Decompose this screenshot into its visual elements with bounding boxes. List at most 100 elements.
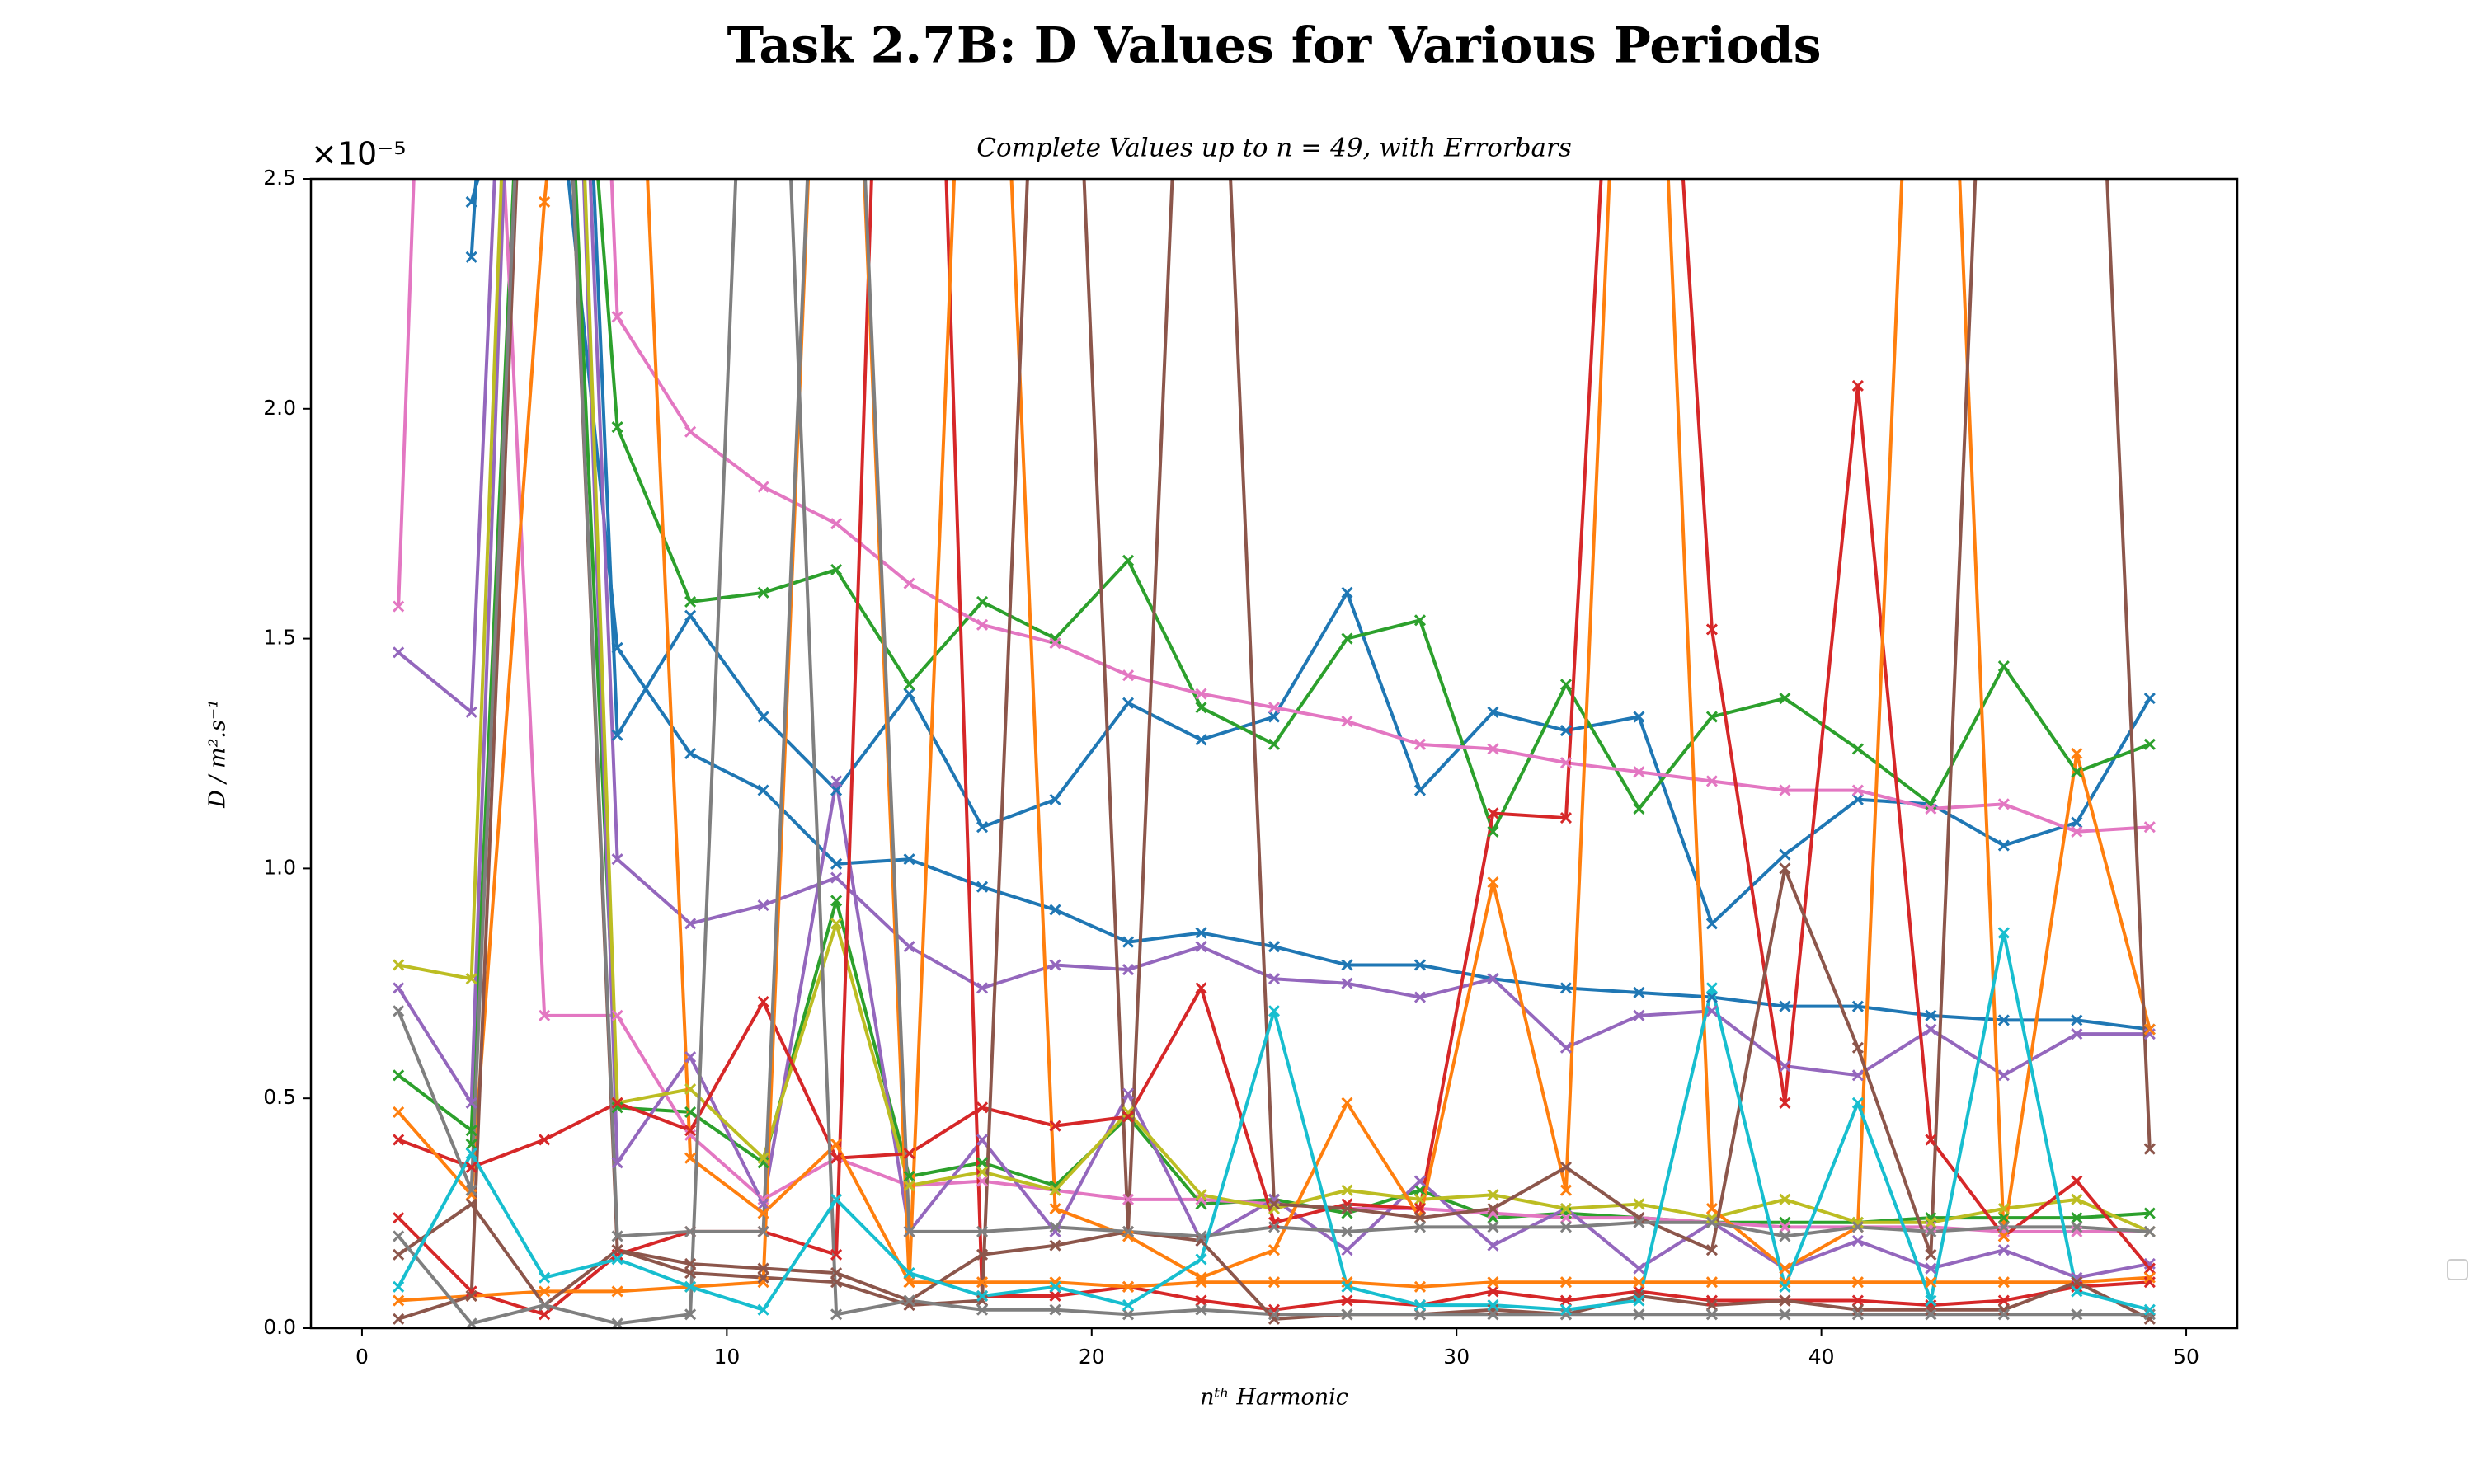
- data-point: [465, 1198, 477, 1210]
- chart-title: Task 2.7B: D Values for Various Periods: [727, 17, 1821, 75]
- data-point: [830, 1193, 843, 1205]
- series-line: [469, 179, 2151, 1031]
- data-point: [1413, 1299, 1427, 1312]
- data-point: [1925, 1299, 1937, 1312]
- data-point: [1049, 1303, 1061, 1316]
- data-point: [611, 853, 623, 866]
- data-point: [830, 918, 843, 930]
- data-point: [1487, 1308, 1499, 1321]
- x-tick-label: 50: [2173, 1345, 2199, 1369]
- data-point: [2143, 1313, 2156, 1325]
- data-point: [1633, 1294, 1645, 1307]
- data-point: [1851, 793, 1864, 805]
- data-point: [1341, 1184, 1353, 1196]
- data-point: [684, 595, 697, 608]
- data-point: [1633, 711, 1645, 723]
- data-point: [611, 1285, 623, 1298]
- data-point: [1341, 1198, 1353, 1210]
- data-point: [1268, 1221, 1281, 1233]
- series-line: [397, 179, 2152, 1270]
- data-point: [1413, 1184, 1427, 1196]
- data-point: [1487, 825, 1499, 838]
- data-point: [1341, 1097, 1353, 1109]
- data-point: [2143, 821, 2156, 834]
- data-point: [1341, 1225, 1353, 1237]
- data-point: [903, 1267, 915, 1280]
- data-point: [1925, 798, 1937, 810]
- data-point: [465, 1125, 477, 1137]
- data-point: [757, 1198, 769, 1210]
- data-point: [1633, 1212, 1645, 1224]
- data-point: [1997, 839, 2010, 852]
- data-point: [465, 1285, 477, 1298]
- data-point: [611, 1248, 623, 1261]
- data-point: [1049, 1202, 1061, 1215]
- data-point: [2143, 1276, 2156, 1289]
- data-point: [684, 609, 697, 622]
- data-point: [1705, 1005, 1718, 1017]
- data-point: [2143, 1023, 2156, 1036]
- data-point: [684, 1225, 697, 1237]
- data-point: [1559, 812, 1573, 824]
- data-point: [1341, 1207, 1353, 1219]
- data-point: [976, 1303, 989, 1316]
- data-point: [1997, 1069, 2010, 1082]
- data-point: [1925, 1248, 1937, 1261]
- data-point: [1487, 1221, 1499, 1233]
- data-point: [1049, 1276, 1061, 1289]
- data-point: [976, 1289, 989, 1303]
- data-point: [1049, 1225, 1061, 1237]
- data-point: [1559, 982, 1573, 994]
- data-point: [1997, 798, 2010, 810]
- data-point: [1559, 1041, 1573, 1054]
- y-tick-label: 2.5: [263, 166, 296, 190]
- data-point: [611, 1244, 623, 1256]
- data-point: [1195, 1253, 1207, 1266]
- data-point: [830, 1276, 843, 1289]
- data-point: [1705, 711, 1718, 723]
- data-point: [1413, 959, 1427, 971]
- data-point: [611, 1097, 623, 1109]
- data-point: [976, 1248, 989, 1261]
- data-point: [976, 881, 989, 893]
- data-point: [1195, 1198, 1207, 1210]
- data-point: [1122, 1299, 1135, 1312]
- data-point: [1633, 1308, 1645, 1321]
- data-point: [1851, 379, 1864, 392]
- data-point: [2143, 1143, 2156, 1155]
- data-point: [1268, 702, 1281, 714]
- data-point: [1705, 1294, 1718, 1307]
- data-point: [1487, 1202, 1499, 1215]
- data-point: [611, 1101, 623, 1114]
- data-point: [1049, 1239, 1061, 1252]
- data-point: [2143, 693, 2156, 705]
- data-point: [1633, 1285, 1645, 1298]
- data-point: [393, 1294, 405, 1307]
- data-point: [611, 421, 623, 434]
- data-point: [757, 1276, 769, 1289]
- data-point: [1341, 715, 1353, 728]
- data-point: [2143, 1225, 2156, 1237]
- data-point: [1705, 1216, 1718, 1228]
- data-point: [1997, 660, 2010, 673]
- data-point: [611, 1230, 623, 1242]
- data-point: [1559, 1294, 1573, 1307]
- data-point: [1122, 1087, 1135, 1100]
- data-point: [1997, 1294, 2010, 1307]
- data-point: [1195, 1303, 1207, 1316]
- data-point: [1851, 1294, 1864, 1307]
- data-point: [1779, 693, 1791, 705]
- data-point: [1633, 1009, 1645, 1021]
- series-line: [469, 179, 2150, 1224]
- data-point: [1268, 1244, 1281, 1256]
- data-point: [393, 1280, 405, 1293]
- data-point: [2071, 1280, 2083, 1293]
- data-point: [1779, 862, 1791, 875]
- data-point: [1122, 1106, 1135, 1118]
- data-point: [1413, 991, 1427, 1003]
- data-point: [1779, 1280, 1791, 1293]
- data-point: [1122, 697, 1135, 709]
- y-tick-label: 2.0: [263, 396, 296, 420]
- data-point: [1049, 1221, 1061, 1233]
- data-point: [1122, 1280, 1135, 1293]
